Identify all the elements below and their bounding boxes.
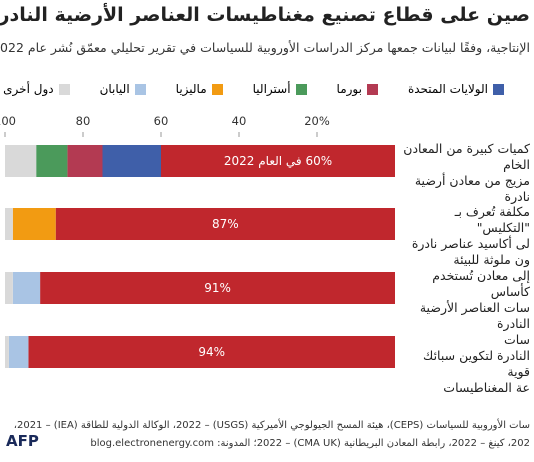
category-label: مكلفة تُعرف بـ "التكليس" لى أكاسيد عناصر… xyxy=(411,204,530,267)
bar-segment xyxy=(161,145,395,177)
bar-segment xyxy=(12,272,41,304)
legend-swatch xyxy=(134,83,146,95)
legend-item: اليابان xyxy=(100,82,146,96)
legend-label: اليابان xyxy=(99,82,130,96)
bar-segment xyxy=(5,272,13,304)
bar-segment xyxy=(5,208,13,240)
legend-item: أستراليا xyxy=(253,82,307,96)
bar-segment xyxy=(36,145,68,177)
logo: AFP xyxy=(6,432,39,450)
bar-segment xyxy=(8,336,29,368)
chart-title: صين على قطاع تصنيع مغناطيسات العناصر الأ… xyxy=(0,4,530,26)
value-label: 60% في العام 2022 xyxy=(223,154,333,168)
legend-item: الولايات المتحدة xyxy=(408,82,504,96)
legend-label: دول أخرى xyxy=(3,82,54,96)
bar-segment xyxy=(12,208,56,240)
x-tick-label: 100 xyxy=(0,114,16,128)
bar-segment xyxy=(67,145,103,177)
source: سات الأوروبية للسياسات (CEPS)، هيئة المس… xyxy=(13,420,530,431)
legend-label: ماليزيا xyxy=(175,82,207,96)
legend-item: بورما xyxy=(337,82,378,96)
legend-label: الولايات المتحدة xyxy=(407,82,488,96)
value-label: 91% xyxy=(204,281,231,295)
x-tick-label: 40 xyxy=(231,114,247,128)
bar-segment xyxy=(5,145,37,177)
legend: الولايات المتحدة بورما أستراليا ماليزيا اليا… xyxy=(3,82,504,96)
bar-segment xyxy=(55,208,395,240)
subtitle: الإنتاجية، وفقًا لبيانات جمعها مركز الدر… xyxy=(0,40,530,55)
legend-swatch xyxy=(211,83,223,95)
bar-segment xyxy=(28,336,396,368)
source: 202، كينغ – 2022، رابطة المعادن البريطان… xyxy=(90,438,530,449)
bar-segment xyxy=(102,145,161,177)
category-label: إلى معادن تُستخدم كأساس سات العناصر الأر… xyxy=(419,268,530,331)
x-tick-label: 60 xyxy=(153,114,169,128)
value-label: 94% xyxy=(198,345,226,359)
legend-label: بورما xyxy=(336,82,362,96)
bar-segment xyxy=(5,336,9,368)
legend-swatch xyxy=(366,83,378,95)
legend-item: ماليزيا xyxy=(176,82,223,96)
category-label: سات النادرة لتكوين سبائك قوية عة المغناط… xyxy=(423,332,530,395)
legend-swatch xyxy=(493,83,504,95)
legend-swatch xyxy=(58,83,70,95)
legend-swatch xyxy=(295,83,307,95)
x-tick-label: 80 xyxy=(75,114,91,128)
category-label: كميات كبيرة من المعادن الخام مزيج من معا… xyxy=(403,141,530,204)
legend-label: أستراليا xyxy=(252,82,291,96)
legend-item: دول أخرى xyxy=(3,82,70,96)
value-label: 87% xyxy=(212,217,239,231)
bar-segment xyxy=(40,272,395,304)
x-tick-label: 20% xyxy=(304,114,330,128)
